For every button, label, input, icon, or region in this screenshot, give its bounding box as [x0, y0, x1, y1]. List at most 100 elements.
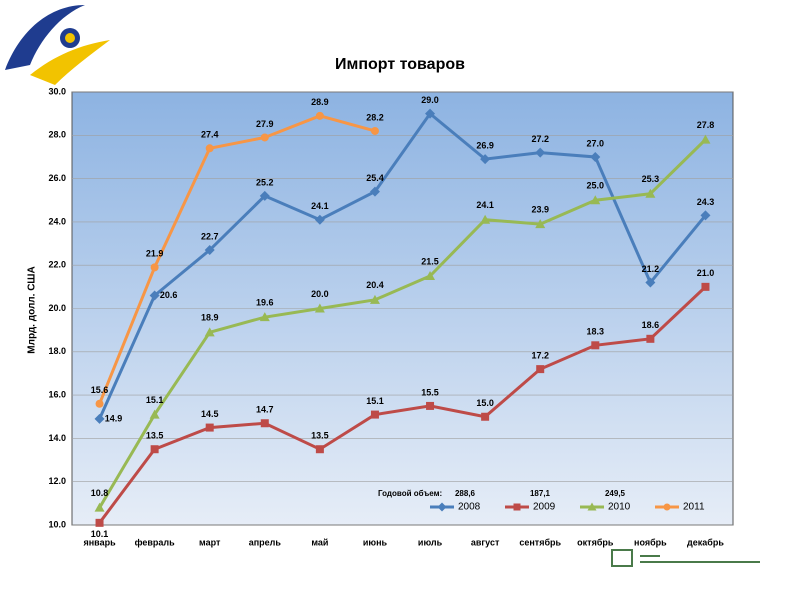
marker [426, 401, 435, 410]
value-label: 10.8 [91, 488, 109, 498]
marker [370, 410, 379, 419]
marker [700, 210, 711, 221]
y-tick-label: 26.0 [48, 173, 66, 183]
value-label: 13.5 [146, 431, 164, 441]
marker [591, 341, 600, 350]
series-line [98, 138, 707, 509]
marker [425, 108, 436, 119]
x-tick-label: октябрь [577, 537, 614, 547]
marker [513, 503, 521, 511]
marker [149, 290, 160, 301]
logo [5, 5, 110, 85]
marker [260, 133, 269, 142]
marker [95, 518, 104, 527]
value-label: 18.3 [587, 327, 605, 337]
x-tick-label: сентябрь [519, 537, 561, 547]
x-tick-label: июнь [363, 537, 388, 547]
y-tick-label: 14.0 [48, 433, 66, 443]
y-tick-label: 18.0 [48, 346, 66, 356]
y-tick-label: 16.0 [48, 389, 66, 399]
value-label: 27.9 [256, 119, 274, 129]
value-label: 20.0 [311, 289, 329, 299]
marker [480, 154, 491, 165]
marker [590, 151, 601, 162]
value-label: 21.0 [697, 268, 715, 278]
value-label: 20.4 [366, 280, 384, 290]
marker [95, 399, 104, 408]
series-line [98, 114, 376, 405]
value-label: 14.5 [201, 409, 219, 419]
marker [150, 445, 159, 454]
marker [204, 245, 215, 256]
x-tick-label: май [311, 537, 328, 547]
x-tick-label: август [471, 537, 500, 547]
marker [645, 188, 656, 198]
annual-volume: 288,6 [455, 489, 476, 498]
value-label: 22.7 [201, 231, 219, 241]
value-label: 24.3 [697, 197, 715, 207]
y-tick-label: 10.0 [48, 519, 66, 529]
value-label: 15.1 [366, 396, 384, 406]
marker [535, 219, 546, 229]
value-label: 25.0 [587, 181, 605, 191]
value-label: 21.5 [421, 256, 439, 266]
y-tick-label: 12.0 [48, 476, 66, 486]
value-label: 17.2 [531, 350, 549, 360]
marker [94, 413, 105, 424]
marker [315, 445, 324, 454]
marker [590, 195, 601, 205]
y-tick-label: 28.0 [48, 130, 66, 140]
x-tick-label: ноябрь [634, 537, 667, 547]
value-label: 23.9 [531, 204, 549, 214]
series-line [98, 111, 707, 420]
marker [645, 277, 656, 288]
marker [425, 271, 436, 281]
value-label: 26.9 [476, 140, 494, 150]
legend-label: 2008 [458, 502, 481, 513]
value-label: 13.5 [311, 431, 329, 441]
corner-icon [611, 549, 760, 567]
marker [481, 412, 490, 421]
marker [370, 126, 379, 135]
marker [150, 263, 159, 272]
marker [480, 214, 491, 224]
marker [700, 134, 711, 144]
legend-label: 2009 [533, 502, 556, 513]
x-tick-label: июль [418, 537, 443, 547]
value-label: 18.6 [642, 320, 660, 330]
value-label: 15.5 [421, 387, 439, 397]
value-label: 15.0 [476, 398, 494, 408]
value-label: 18.9 [201, 313, 219, 323]
marker [437, 502, 447, 512]
marker [205, 144, 214, 153]
marker [701, 282, 710, 291]
y-tick-label: 22.0 [48, 260, 66, 270]
marker [259, 312, 270, 322]
value-label: 28.9 [311, 97, 329, 107]
marker [204, 327, 215, 337]
marker [314, 303, 325, 313]
annual-volume: 249,5 [605, 489, 626, 498]
value-label: 27.4 [201, 130, 219, 140]
x-tick-label: январь [83, 537, 116, 547]
value-label: 21.9 [146, 249, 164, 259]
value-label: 14.9 [105, 413, 123, 423]
x-tick-label: март [199, 537, 221, 547]
value-label: 24.1 [311, 201, 329, 211]
chart-title: Импорт товаров [335, 56, 465, 73]
value-label: 27.2 [531, 134, 549, 144]
value-label: 28.2 [366, 112, 384, 122]
value-label: 29.0 [421, 95, 439, 105]
annual-volume-label: Годовой объем: [378, 489, 442, 498]
value-label: 20.6 [160, 290, 178, 300]
marker [149, 409, 160, 419]
value-label: 14.7 [256, 405, 274, 415]
marker [663, 503, 671, 511]
value-label: 27.0 [587, 138, 605, 148]
value-label: 10.1 [91, 529, 109, 539]
value-label: 15.1 [146, 395, 164, 405]
x-tick-label: апрель [249, 537, 282, 547]
value-label: 27.8 [697, 120, 715, 130]
marker [369, 294, 380, 304]
value-label: 19.6 [256, 298, 274, 308]
